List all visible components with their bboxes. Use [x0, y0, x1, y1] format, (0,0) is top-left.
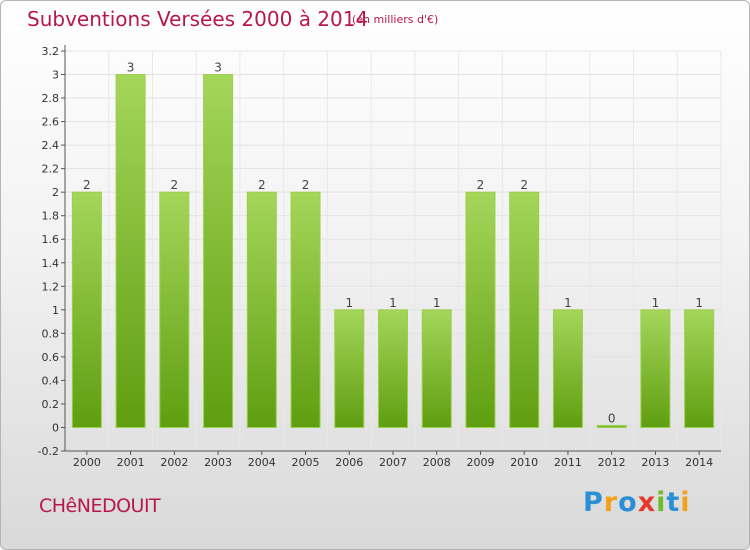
x-tick-label: 2011 [554, 456, 582, 469]
x-tick-label: 2013 [641, 456, 669, 469]
logo-letter: x [637, 487, 657, 518]
bar [421, 309, 452, 428]
x-tick-label: 2002 [160, 456, 188, 469]
bar [465, 191, 496, 428]
x-tick-label: 2008 [423, 456, 451, 469]
x-tick-label: 2007 [379, 456, 407, 469]
y-tick-label: 3.2 [42, 45, 60, 58]
bar [640, 309, 671, 428]
bar [71, 191, 102, 428]
x-tick-label: 2001 [117, 456, 145, 469]
data-label: 1 [389, 296, 397, 310]
data-label: 1 [564, 296, 572, 310]
x-tick-label: 2000 [73, 456, 101, 469]
data-label: 2 [258, 178, 266, 192]
y-tick-label: 2.2 [42, 163, 60, 176]
bar [552, 309, 583, 428]
y-tick-label: 0.6 [42, 351, 60, 364]
y-tick-label: 1 [52, 304, 59, 317]
bar [596, 424, 627, 428]
y-tick-label: 1.8 [42, 210, 60, 223]
y-tick-label: 0 [52, 421, 59, 434]
data-label: 1 [652, 296, 660, 310]
bar [246, 191, 277, 428]
x-tick-label: 2005 [292, 456, 320, 469]
x-tick-label: 2006 [335, 456, 363, 469]
data-label: 3 [214, 61, 222, 75]
commune-name: CHêNEDOUIT [39, 495, 161, 517]
x-tick-label: 2004 [248, 456, 276, 469]
x-tick-label: 2009 [466, 456, 494, 469]
data-label: 2 [520, 178, 528, 192]
data-label: 0 [608, 411, 616, 425]
bar [509, 191, 540, 428]
y-tick-label: -0.2 [38, 445, 59, 458]
y-tick-label: 1.6 [42, 233, 60, 246]
chart-title: Subventions Versées 2000 à 2014 [27, 7, 369, 31]
data-label: 2 [83, 178, 91, 192]
data-label: 2 [477, 178, 485, 192]
y-tick-label: 1.4 [42, 257, 60, 270]
x-tick-label: 2010 [510, 456, 538, 469]
data-label: 1 [345, 296, 353, 310]
logo-letter: o [618, 487, 638, 518]
y-tick-label: 2.6 [42, 116, 60, 129]
bar [378, 309, 408, 428]
y-tick-label: 2.4 [42, 139, 60, 152]
data-label: 2 [302, 178, 310, 192]
x-tick-label: 2014 [685, 456, 713, 469]
bar [290, 191, 321, 428]
data-label: 2 [171, 178, 179, 192]
logo-letter: P [583, 487, 604, 518]
y-tick-label: 0.2 [42, 398, 60, 411]
x-tick-label: 2012 [598, 456, 626, 469]
chart-subtitle: (en milliers d'€) [352, 13, 439, 26]
y-tick-label: 1.2 [42, 280, 60, 293]
x-tick-label: 2003 [204, 456, 232, 469]
y-tick-label: 3 [52, 69, 59, 82]
data-label: 1 [433, 296, 441, 310]
logo-letter: i [680, 487, 691, 518]
bar [115, 74, 146, 428]
y-tick-label: 0.8 [42, 327, 60, 340]
logo-letter: i [656, 487, 667, 518]
data-label: 3 [127, 61, 135, 75]
logo-letter: r [603, 487, 619, 518]
bars [71, 74, 715, 428]
y-tick-label: 0.4 [42, 374, 60, 387]
logo-letter: t [666, 487, 681, 518]
y-tick-label: 2.8 [42, 92, 60, 105]
y-tick-label: 2 [52, 186, 59, 199]
data-label: 1 [695, 296, 703, 310]
axes [61, 45, 721, 455]
labels: -0.2 0 0.2 0.4 0.6 0.8 1 1.2 1.4 1.6 1.8 2 2.2 2.4 2.6… [38, 45, 714, 469]
bar [203, 74, 234, 428]
bar [334, 309, 365, 428]
bar [159, 191, 190, 428]
bar [684, 309, 715, 428]
proxiti-logo: Proxiti [583, 487, 691, 518]
